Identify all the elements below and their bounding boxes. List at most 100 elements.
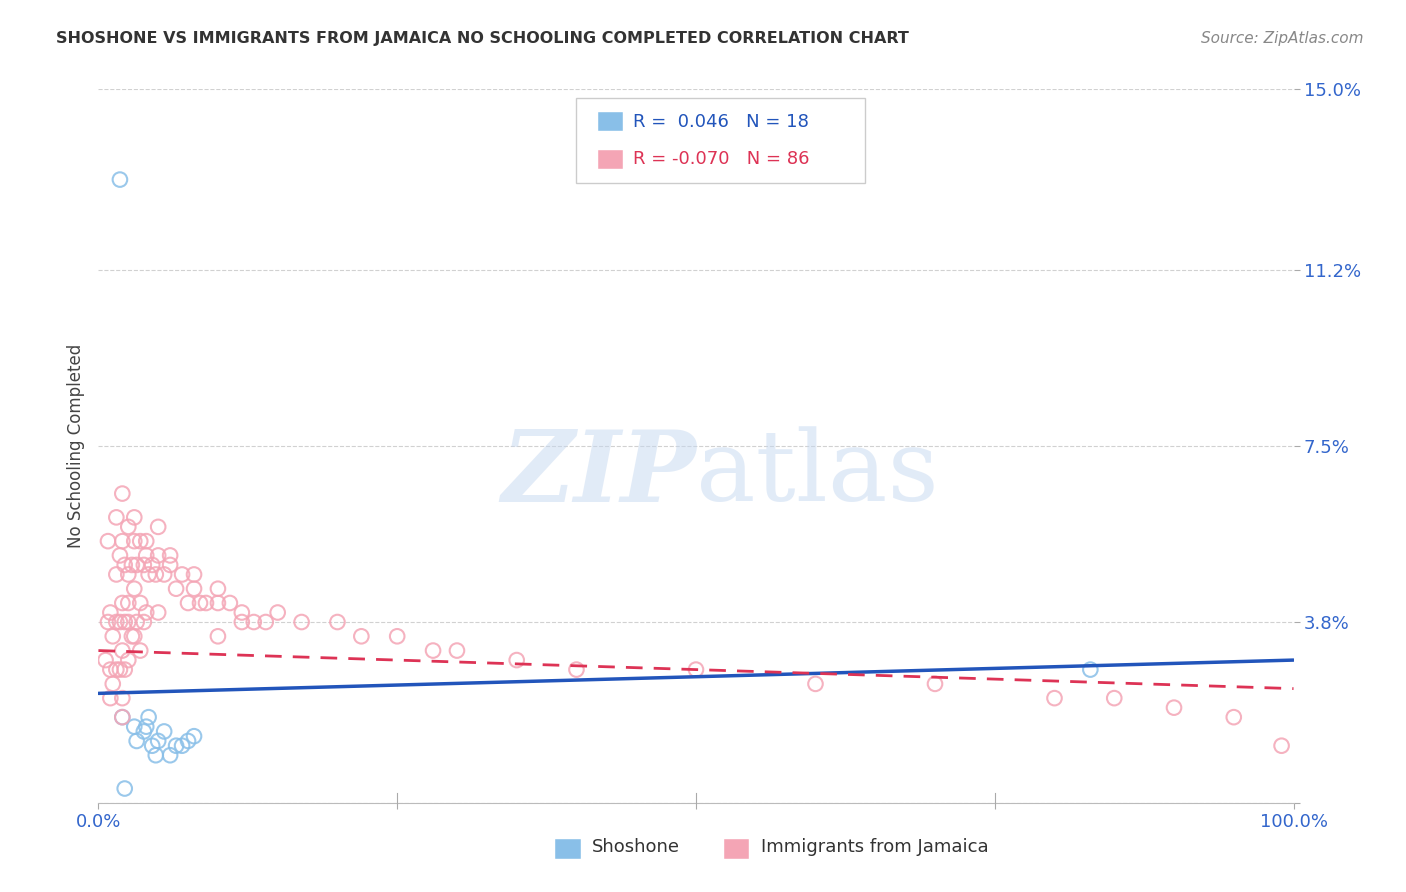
Point <box>207 582 229 596</box>
Point <box>129 643 152 657</box>
Point <box>177 734 200 748</box>
Point <box>446 643 468 657</box>
Point <box>132 558 155 572</box>
Point <box>165 739 187 753</box>
Point <box>94 653 117 667</box>
Point <box>114 615 136 629</box>
Point <box>385 629 409 643</box>
Point <box>105 663 128 677</box>
Point <box>129 596 152 610</box>
Point <box>117 520 139 534</box>
Point <box>114 558 136 572</box>
Point <box>172 739 194 753</box>
Point <box>111 643 134 657</box>
Point <box>124 629 146 643</box>
Text: R =  0.046   N = 18: R = 0.046 N = 18 <box>633 112 808 130</box>
Text: R = -0.070   N = 86: R = -0.070 N = 86 <box>633 151 810 169</box>
Text: ZIP: ZIP <box>501 426 696 523</box>
Point <box>132 724 155 739</box>
Point <box>111 710 134 724</box>
Point <box>111 710 134 724</box>
Point <box>101 677 124 691</box>
Point <box>135 606 157 620</box>
Point <box>148 520 170 534</box>
Point <box>148 606 170 620</box>
Point <box>121 558 143 572</box>
Point <box>97 615 120 629</box>
Point <box>108 172 131 186</box>
Point <box>124 582 146 596</box>
Point <box>105 615 128 629</box>
Text: SHOSHONE VS IMMIGRANTS FROM JAMAICA NO SCHOOLING COMPLETED CORRELATION CHART: SHOSHONE VS IMMIGRANTS FROM JAMAICA NO S… <box>56 31 910 46</box>
Point <box>1043 691 1066 706</box>
Point <box>148 549 170 563</box>
Point <box>111 596 134 610</box>
Point <box>1080 663 1102 677</box>
Point <box>114 781 136 796</box>
Point <box>1223 710 1246 724</box>
Point <box>195 596 218 610</box>
Point <box>148 734 170 748</box>
Point <box>117 596 139 610</box>
Point <box>1104 691 1126 706</box>
Point <box>97 534 120 549</box>
Point <box>125 734 148 748</box>
Point <box>135 720 157 734</box>
Point <box>231 615 253 629</box>
Point <box>132 615 155 629</box>
Point <box>145 748 167 763</box>
Y-axis label: No Schooling Completed: No Schooling Completed <box>66 344 84 548</box>
Point <box>159 748 181 763</box>
Point <box>207 629 229 643</box>
Point <box>422 643 444 657</box>
Point <box>924 677 946 691</box>
Point <box>183 729 205 743</box>
Point <box>506 653 529 667</box>
Point <box>231 606 253 620</box>
Point <box>685 663 707 677</box>
Point <box>165 582 187 596</box>
Point <box>111 486 134 500</box>
Point <box>138 710 160 724</box>
Point <box>121 629 143 643</box>
Point <box>291 615 314 629</box>
Point <box>125 558 148 572</box>
Point <box>188 596 211 610</box>
Point <box>124 510 146 524</box>
Point <box>98 691 122 706</box>
Point <box>129 534 152 549</box>
Text: atlas: atlas <box>696 426 939 523</box>
Point <box>108 615 131 629</box>
Point <box>135 549 157 563</box>
Point <box>159 549 181 563</box>
Point <box>267 606 290 620</box>
Point <box>183 567 205 582</box>
Point <box>124 534 146 549</box>
Point <box>117 615 139 629</box>
Point <box>117 653 139 667</box>
Point <box>804 677 827 691</box>
Point <box>138 567 160 582</box>
Point <box>177 596 200 610</box>
Point <box>565 663 588 677</box>
Point <box>243 615 266 629</box>
Point <box>153 724 176 739</box>
Point <box>105 567 128 582</box>
Point <box>159 558 181 572</box>
Point <box>108 663 131 677</box>
Point <box>254 615 277 629</box>
Point <box>145 567 167 582</box>
Point <box>108 549 131 563</box>
Point <box>117 567 139 582</box>
Point <box>98 606 122 620</box>
Text: Source: ZipAtlas.com: Source: ZipAtlas.com <box>1201 31 1364 46</box>
Point <box>111 691 134 706</box>
Point <box>183 582 205 596</box>
Point <box>105 510 128 524</box>
Point <box>153 567 176 582</box>
Point <box>111 534 134 549</box>
Point <box>1163 700 1185 714</box>
Point <box>141 739 163 753</box>
Point <box>124 720 146 734</box>
Point <box>172 567 194 582</box>
